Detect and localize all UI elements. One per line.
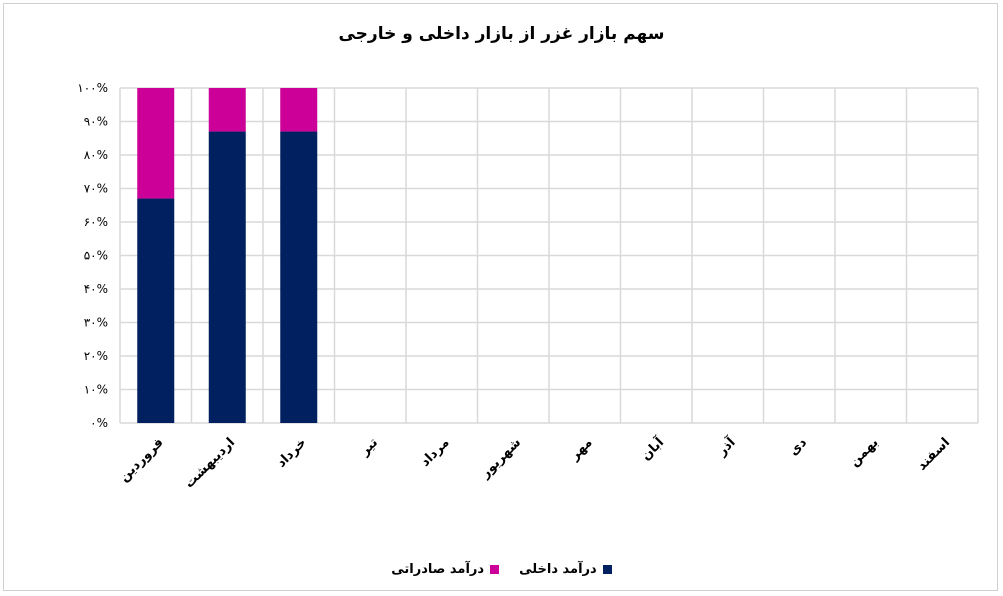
legend-item: درآمد صادراتی <box>391 562 500 577</box>
bar-segment <box>137 88 175 199</box>
bar-segment <box>280 88 318 132</box>
bar-segment <box>280 131 318 424</box>
x-category-label: دی <box>786 435 810 459</box>
chart-legend: درآمد داخلی درآمد صادراتی <box>0 562 1003 577</box>
bar-segment <box>208 131 246 424</box>
y-tick-label: ۷۰% <box>84 182 108 196</box>
y-tick-label: ۳۰% <box>84 316 108 330</box>
legend-item: درآمد داخلی <box>519 562 612 577</box>
x-category-label: آذر <box>713 433 739 459</box>
x-category-label: تیر <box>357 435 381 459</box>
x-category-label: فروردین <box>117 435 167 485</box>
legend-label: درآمد داخلی <box>519 562 597 577</box>
y-tick-label: ۰% <box>90 416 108 430</box>
legend-swatch <box>602 565 612 574</box>
legend-swatch <box>490 565 500 574</box>
y-tick-label: ۸۰% <box>84 148 108 162</box>
chart-title: سهم بازار غزر از بازار داخلی و خارجی <box>338 24 665 44</box>
y-tick-label: ۲۰% <box>84 349 108 363</box>
y-tick-label: ۹۰% <box>84 115 108 129</box>
x-category-label: مرداد <box>418 435 453 470</box>
bar-segment <box>137 198 175 423</box>
x-category-label: شهریور <box>477 435 524 482</box>
bar-segment <box>208 88 246 132</box>
x-category-label: بهمن <box>847 435 882 470</box>
x-category-label: خرداد <box>274 435 310 471</box>
x-category-label: آبان <box>637 433 667 463</box>
y-tick-label: ۱۰% <box>84 383 108 397</box>
y-tick-label: ۴۰% <box>84 282 108 296</box>
x-category-label: اردیبهشت <box>182 435 238 491</box>
y-tick-label: ۶۰% <box>84 215 108 229</box>
x-category-label: مهر <box>567 435 596 464</box>
x-category-label: اسفند <box>915 435 953 473</box>
y-tick-label: ۵۰% <box>84 249 108 263</box>
y-tick-label: ۱۰۰% <box>77 81 108 95</box>
legend-label: درآمد صادراتی <box>391 562 485 577</box>
